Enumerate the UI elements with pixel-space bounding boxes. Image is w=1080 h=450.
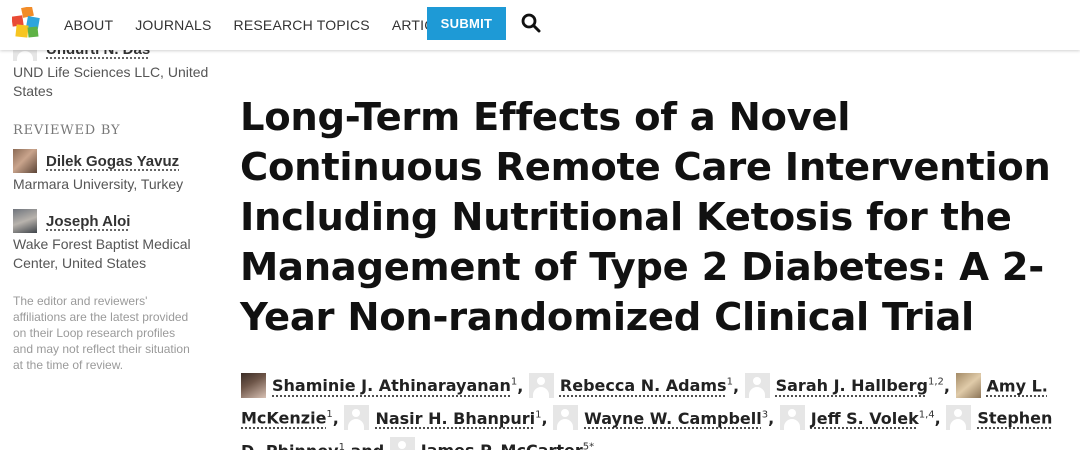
- author-affiliation-sup: 1: [726, 377, 733, 388]
- author-affiliation-sup: 1: [326, 409, 333, 421]
- author-item: [946, 405, 977, 431]
- nav-journals[interactable]: JOURNALS: [135, 17, 212, 33]
- author-separator: ,: [768, 408, 780, 428]
- reviewer-row: Joseph Aloi: [13, 208, 213, 234]
- top-navigation-bar: ABOUT JOURNALS RESEARCH TOPICS ARTICLES …: [0, 0, 1080, 50]
- author-item: Shaminie J. Athinarayanan1: [241, 372, 518, 398]
- author-affiliation-sup: 1: [535, 409, 542, 421]
- reviewer-name-link[interactable]: Dilek Gogas Yavuz: [46, 152, 180, 170]
- author-list: Shaminie J. Athinarayanan1, Rebecca N. A…: [241, 368, 1071, 450]
- avatar-placeholder-icon: [344, 405, 370, 431]
- author-separator: and: [345, 441, 390, 450]
- main-nav: ABOUT JOURNALS RESEARCH TOPICS ARTICLES: [64, 0, 484, 50]
- author-affiliation-sup: 5*: [582, 441, 595, 450]
- avatar-placeholder-icon: [744, 372, 770, 398]
- author-separator: ,: [541, 408, 554, 428]
- search-icon[interactable]: [521, 13, 541, 33]
- avatar-placeholder-icon: [389, 437, 415, 450]
- author-affiliation-sup: 3: [761, 409, 769, 421]
- author-affiliation-sup: 1: [510, 377, 518, 388]
- author-name-link[interactable]: Rebecca N. Adams: [559, 376, 727, 396]
- author-separator: ,: [517, 376, 529, 396]
- author-separator: ,: [732, 376, 745, 396]
- author-name-link[interactable]: Amy L. McKenzie: [241, 376, 1048, 428]
- author-affiliation-sup: 1,4: [918, 409, 935, 421]
- author-separator: ,: [943, 376, 956, 396]
- author-name-link[interactable]: Wayne W. Campbell: [584, 408, 762, 428]
- reviewer-block: Dilek Gogas Yavuz Marmara University, Tu…: [13, 148, 213, 194]
- editor-affiliation: UND Life Sciences LLC, United States: [13, 64, 209, 99]
- nav-about[interactable]: ABOUT: [64, 17, 114, 33]
- nav-research-topics[interactable]: RESEARCH TOPICS: [233, 17, 370, 33]
- author-item: Sarah J. Hallberg1,2: [744, 372, 944, 398]
- reviewer-block: Joseph Aloi Wake Forest Baptist Medical …: [13, 208, 213, 273]
- author-item: Nasir H. Bhanpuri1: [344, 405, 542, 431]
- author-separator: ,: [332, 408, 345, 428]
- author-item: [955, 372, 987, 398]
- avatar-placeholder-icon: [553, 405, 579, 431]
- reviewer-name-link[interactable]: Joseph Aloi: [46, 212, 131, 230]
- affiliation-disclaimer: The editor and reviewers' affiliations a…: [13, 294, 190, 372]
- author-name-link[interactable]: Sarah J. Hallberg: [775, 376, 928, 396]
- reviewer-affiliation: Marmara University, Turkey: [13, 176, 184, 192]
- author-item: James P. McCarter5*: [389, 437, 595, 450]
- author-item: Wayne W. Campbell3: [553, 405, 769, 431]
- reviewer-photo-avatar: [13, 149, 37, 173]
- avatar-placeholder-icon: [946, 405, 972, 431]
- author-name-link[interactable]: Jeff S. Volek: [810, 408, 919, 428]
- author-name-link[interactable]: James P. McCarter: [421, 441, 583, 450]
- author-name-link[interactable]: Stephen D. Phinney: [241, 408, 1053, 450]
- submit-button[interactable]: SUBMIT: [427, 7, 506, 40]
- avatar-placeholder-icon: [528, 372, 554, 398]
- author-name-link[interactable]: Nasir H. Bhanpuri: [375, 408, 536, 428]
- article-sidebar: Undurti N. Das UND Life Sciences LLC, Un…: [13, 36, 213, 373]
- author-separator: ,: [934, 408, 947, 428]
- article-title: Long-Term Effects of a Novel Continuous …: [240, 95, 1051, 340]
- reviewer-row: Dilek Gogas Yavuz: [13, 148, 213, 174]
- author-affiliation-sup: 1,2: [927, 377, 944, 388]
- frontiers-logo-icon[interactable]: [12, 7, 42, 39]
- author-item: Jeff S. Volek1,4: [779, 405, 935, 431]
- reviewer-photo-avatar: [13, 209, 37, 233]
- reviewer-affiliation: Wake Forest Baptist Medical Center, Unit…: [13, 236, 191, 271]
- avatar-placeholder-icon: [779, 405, 805, 431]
- author-item: Rebecca N. Adams1: [528, 372, 733, 398]
- author-photo-avatar: [241, 372, 266, 398]
- author-photo-avatar: [955, 372, 981, 398]
- reviewed-by-heading: REVIEWED BY: [13, 123, 121, 138]
- author-name-link[interactable]: Shaminie J. Athinarayanan: [272, 376, 511, 396]
- author-affiliation-sup: 1: [338, 441, 345, 450]
